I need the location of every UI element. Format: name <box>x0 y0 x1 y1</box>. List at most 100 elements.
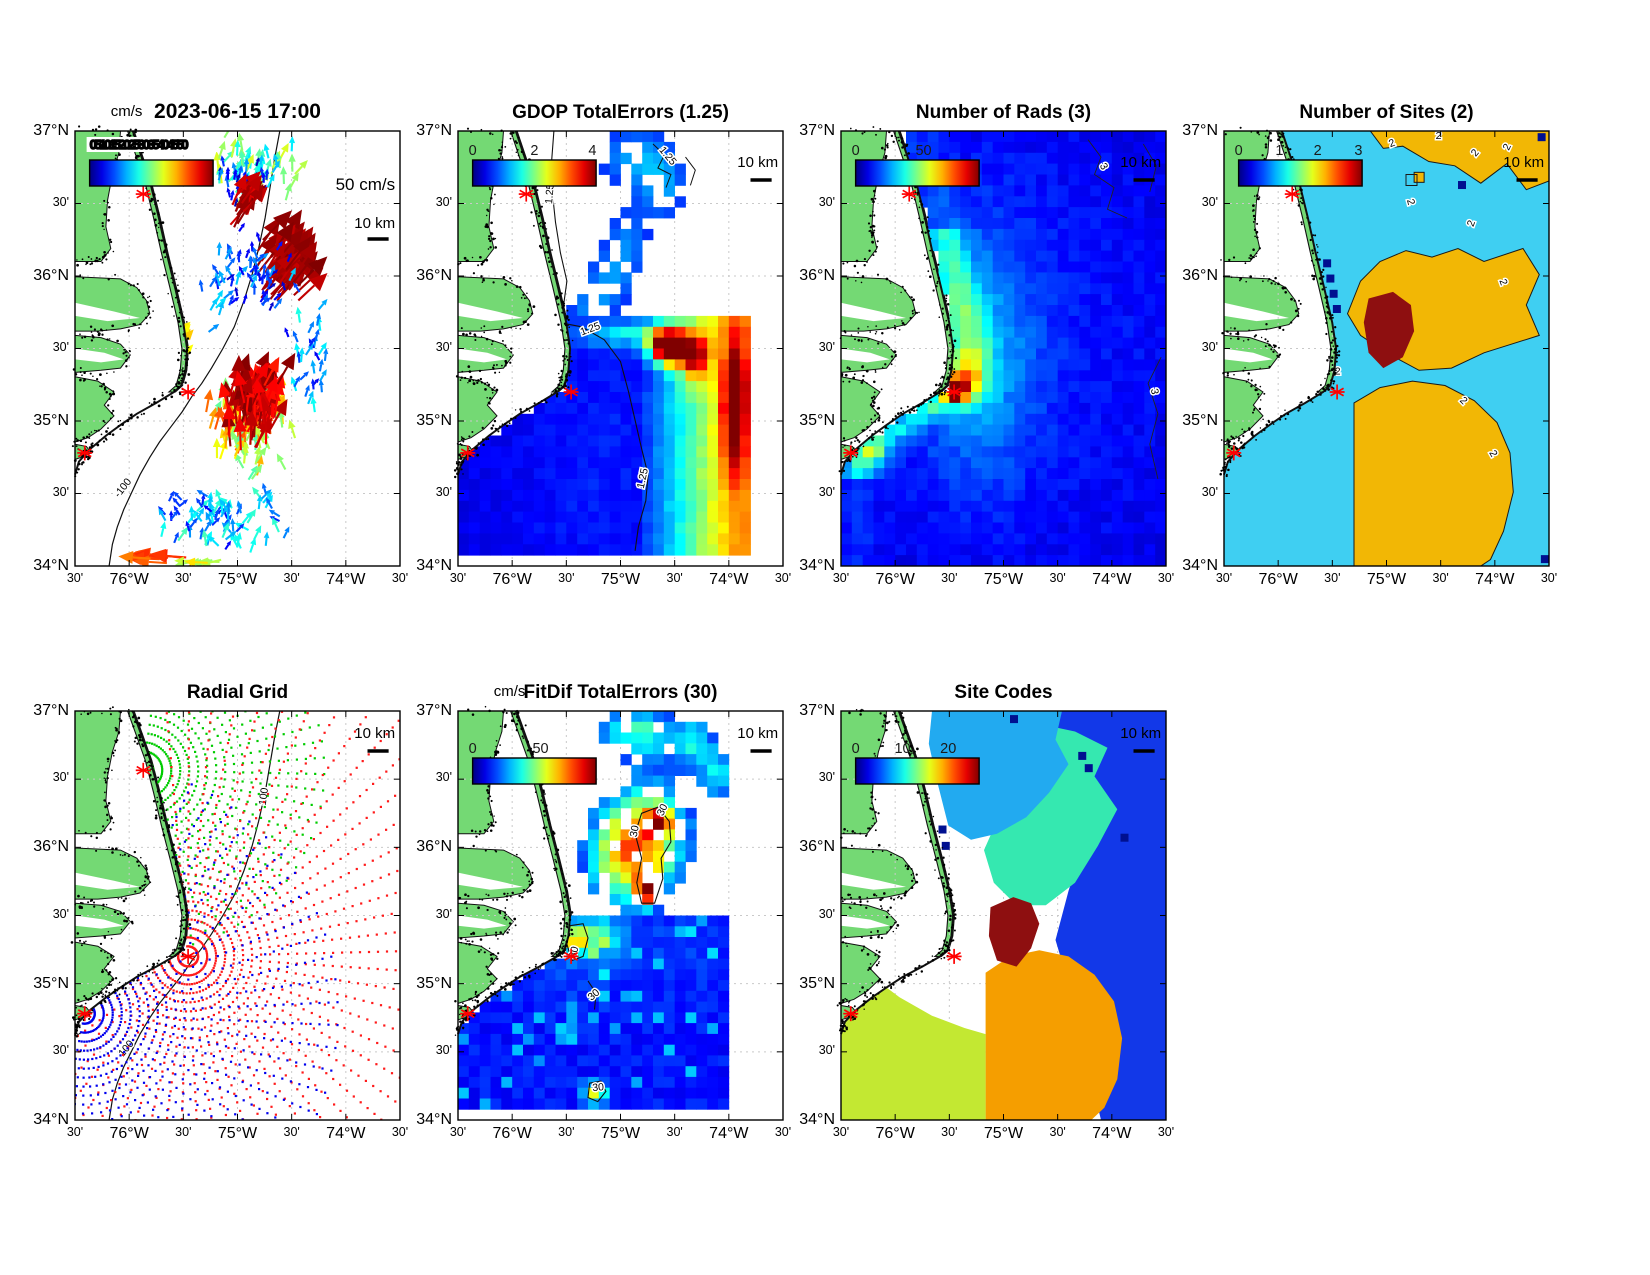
axes-frame <box>457 710 784 1121</box>
y-tick-label: 30' <box>435 194 452 209</box>
y-tick-label: 30' <box>818 906 835 921</box>
colorbar-tick-label: 0 <box>469 143 477 159</box>
site-code-regions <box>841 711 1166 1120</box>
y-tick-label: 34°N <box>33 557 69 574</box>
y-tick-label: 36°N <box>416 838 452 856</box>
y-tick-label: 30' <box>818 1042 835 1057</box>
y-tick-label: 30' <box>435 484 452 499</box>
radar-site-markers <box>843 186 962 461</box>
y-tick-label: 30' <box>52 339 69 354</box>
axes-frame <box>74 130 401 567</box>
heatmap-cells <box>841 131 1166 566</box>
y-tick-label: 30' <box>1201 194 1218 209</box>
x-tick-label: 75°W <box>217 571 258 588</box>
colorbar-tick-label: 50 <box>915 143 931 159</box>
x-tick-label: 30' <box>283 1125 300 1139</box>
x-tick-label: 76°W <box>875 1125 915 1142</box>
panel-fitdif-total-errors: cm/s FitDif TotalErrors (30) 30 30 30 30 30 0… <box>416 682 791 1142</box>
radar-site-markers <box>77 762 196 1022</box>
y-tick-label: 35°N <box>33 412 69 429</box>
x-tick-label: 30' <box>1540 571 1558 585</box>
y-tick-label: 35°N <box>799 412 835 429</box>
colorbar-tick-label: 2 <box>530 143 538 159</box>
panel-number-of-rads: Number of Rads (3) 3 3 0 50 10 km 37°N 30' 36°… <box>799 102 1174 588</box>
distance-scale: 50 cm/s 10 km <box>336 175 396 241</box>
x-tick-label: 76°W <box>1258 571 1298 588</box>
axes-frame <box>840 710 1167 1121</box>
radar-site-markers <box>77 186 196 461</box>
x-tick-label: 30' <box>666 1125 683 1139</box>
x-tick-label: 30' <box>774 571 792 585</box>
colorbar-gradient <box>471 757 597 785</box>
y-tick-label: 34°N <box>33 1111 69 1128</box>
x-tick-label: 76°W <box>109 571 149 588</box>
y-tick-label: 30' <box>435 906 452 921</box>
x-tick-label: 74°W <box>1475 571 1515 588</box>
x-tick-label: 30' <box>1215 571 1233 585</box>
x-tick-label: 76°W <box>109 1125 149 1142</box>
scale-bar-label: 10 km <box>354 725 395 742</box>
y-tick-label: 36°N <box>33 267 69 284</box>
y-tick-label: 37°N <box>799 702 835 719</box>
colorbar-units-label: cm/s <box>493 683 526 700</box>
x-tick-label: 75°W <box>983 571 1024 588</box>
panel-site-codes: Site Codes 0 10 20 10 km 37°N 30' 36°N 30' 35°N… <box>799 682 1174 1142</box>
colorbar-tick-label: 50 <box>532 741 548 757</box>
scale-bar-label: 10 km <box>1503 154 1544 171</box>
x-tick-label: 30' <box>941 1125 958 1139</box>
contour-label: 30 <box>628 824 642 838</box>
x-tick-label: 30' <box>832 1125 850 1139</box>
heatmap-cells <box>458 711 730 1110</box>
x-tick-label: 30' <box>449 571 467 585</box>
y-tick-label: 30' <box>818 484 835 499</box>
panel-radial-grid: Radial Grid 100 100 10 km 37°N 30' 36°N 30' 35… <box>33 682 408 1142</box>
y-tick-label: 30' <box>52 484 69 499</box>
y-tick-label: 30' <box>435 770 452 785</box>
x-tick-label: 30' <box>666 571 683 585</box>
vector-scale-label: 50 cm/s <box>336 175 396 194</box>
y-tick-label: 35°N <box>799 974 835 992</box>
x-tick-label: 74°W <box>1092 571 1132 588</box>
colorbar: 05101520253035404550 <box>86 136 219 187</box>
current-vectors <box>118 131 329 566</box>
x-tick-label: 30' <box>175 1125 192 1139</box>
x-tick-label: 30' <box>558 571 575 585</box>
scale-bar-label: 10 km <box>1120 154 1161 171</box>
colorbar-tick-labels-overlapped: 05101520253035404550 <box>90 137 189 152</box>
y-tick-label: 34°N <box>799 557 835 574</box>
colorbar-tick-label: 10 <box>894 741 910 757</box>
colorbar-tick-label: 0 <box>852 143 860 159</box>
contour-label: 2 <box>1404 198 1417 207</box>
x-tick-label: 30' <box>558 1125 575 1139</box>
x-tick-label: 30' <box>1157 571 1175 585</box>
y-tick-label: 30' <box>52 194 69 209</box>
x-tick-label: 75°W <box>600 1125 641 1142</box>
y-tick-label: 37°N <box>416 702 452 719</box>
contour-label: 100 <box>257 787 271 806</box>
colorbar-gradient <box>1237 159 1363 187</box>
panel-title: Number of Sites (2) <box>1299 102 1474 123</box>
y-tick-label: 37°N <box>1182 122 1218 139</box>
coastline-layer <box>838 126 958 475</box>
x-tick-label: 30' <box>832 571 850 585</box>
y-tick-label: 35°N <box>416 412 452 429</box>
gdop-map: 1.251.251.251.250 2 410 km <box>453 127 784 567</box>
x-tick-label: 76°W <box>492 1125 532 1142</box>
colorbar: 0 10 20 <box>852 741 980 785</box>
axes-frame <box>840 130 1167 567</box>
distance-scale: 10 km <box>737 725 778 753</box>
colorbar: 0 1 2 3 <box>1235 143 1363 187</box>
x-tick-label: 74°W <box>709 1125 749 1142</box>
y-tick-label: 30' <box>818 339 835 354</box>
panel-title: FitDif TotalErrors (30) <box>523 682 718 703</box>
y-tick-label: 30' <box>435 339 452 354</box>
land-layer <box>457 710 572 1021</box>
radar-site-markers <box>1226 186 1345 461</box>
x-tick-label: 30' <box>1049 571 1066 585</box>
contour-label: 30 <box>592 1081 605 1094</box>
panel-gdop-total-errors: GDOP TotalErrors (1.25) 1.25 1.25 1.25 1.25… <box>416 102 791 588</box>
